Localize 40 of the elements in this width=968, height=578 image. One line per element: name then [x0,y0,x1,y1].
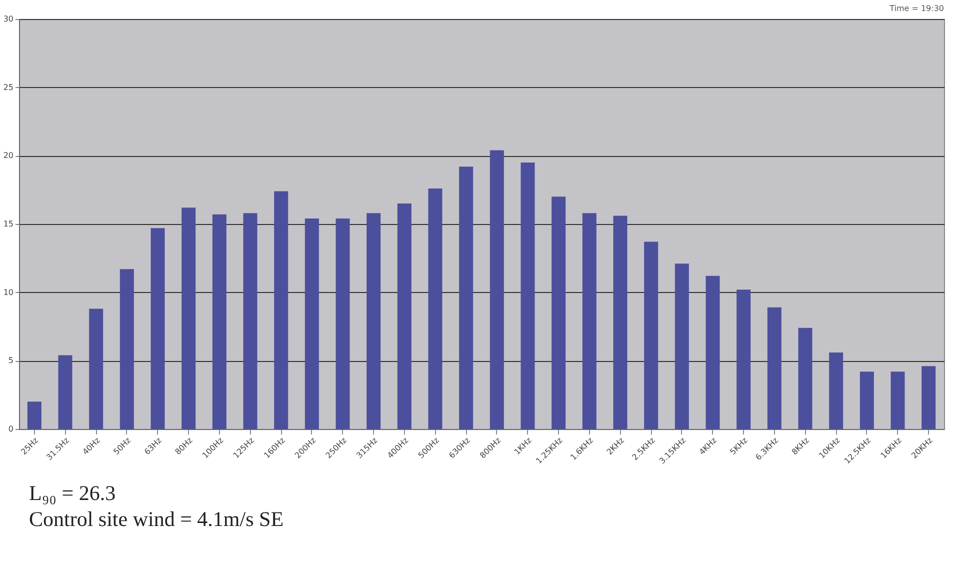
y-tick-label: 20 [3,151,14,160]
bar [674,264,689,429]
bar [829,352,844,429]
bar [552,196,566,429]
bar [212,214,226,429]
bar [736,290,751,429]
bar [644,242,658,429]
bar [27,402,42,429]
bar [860,372,874,429]
text: Control site wind = 4.1m/s SE [29,507,284,531]
bar [520,162,535,429]
text: L₉₀ = 26.3 [29,481,116,505]
bar [120,269,134,429]
bar [336,218,350,429]
bar [459,166,474,429]
chart-title: Time = 19:30 [888,4,944,13]
y-tick-label: 30 [3,14,14,24]
bar [274,191,288,429]
bar [89,308,104,429]
bar [397,204,412,429]
bar [150,228,165,429]
y-tick-label: 0 [8,424,14,434]
bar [182,208,196,429]
bar [58,355,72,429]
bar [366,213,381,429]
bar [890,372,905,429]
bar [490,150,504,429]
bar [613,216,628,429]
y-tick-label: 10 [3,288,14,297]
bar [798,328,812,429]
y-tick-label: 5 [8,356,14,366]
bar [582,213,596,429]
bar [428,188,442,429]
y-tick-label: 25 [3,82,14,92]
bar [706,276,720,429]
bar [922,366,936,429]
bar [767,307,782,429]
bar [304,218,319,429]
y-tick-label: 15 [3,220,14,228]
bar [243,213,258,429]
